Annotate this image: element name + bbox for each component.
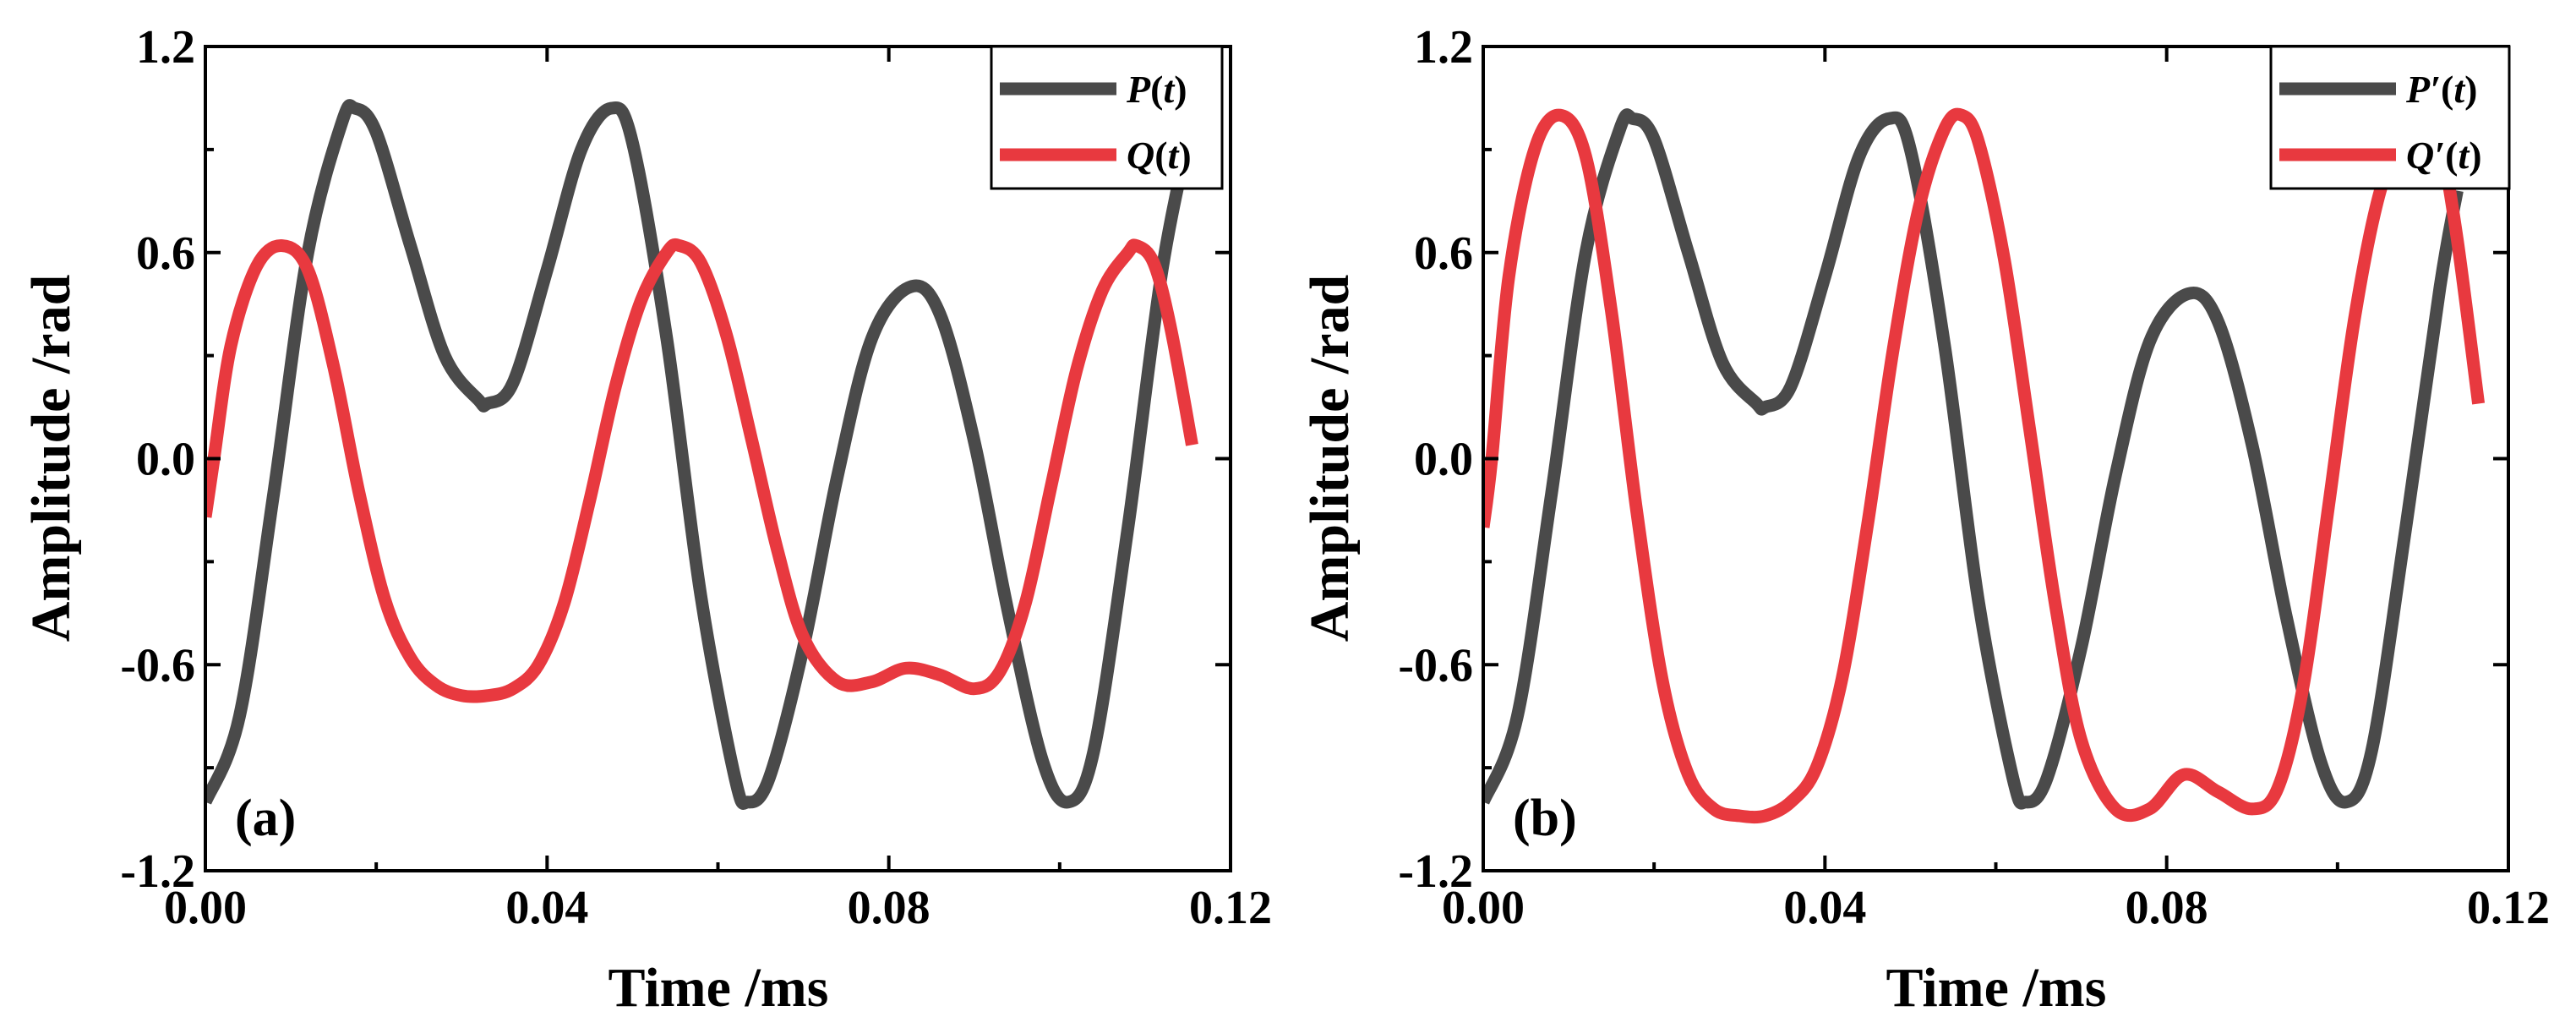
legend: P′(t) Q′(t) [2269, 45, 2511, 190]
legend-box [990, 45, 1224, 190]
x-tick-label: 0.00 [164, 882, 247, 934]
chart-panel-b: 0.00 0.04 0.08 0.12 -1.2 -0.6 0.0 0.6 1.2 Time /m… [1299, 21, 2550, 1019]
x-tick-label: 0.04 [505, 882, 588, 934]
series-line-p [1483, 108, 2464, 810]
y-tick-label: 0.6 [1414, 227, 1473, 280]
y-tick-label: -0.6 [1398, 639, 1473, 692]
y-axis-title: Amplitude /rad [1299, 275, 1361, 642]
x-axis-title: Time /ms [1886, 957, 2107, 1019]
y-tick-label: 0.0 [1414, 434, 1473, 486]
y-tick-label: -1.2 [120, 845, 195, 898]
y-tick-label: 0.0 [136, 434, 195, 486]
x-tick-label: 0.12 [1189, 882, 1272, 934]
legend-label-p: P′(t) [2405, 68, 2477, 111]
chart-panel-a: 0.00 0.04 0.08 0.12 -1.2 -0.6 0.0 0.6 1.2 Time /m… [20, 21, 1272, 1019]
panel-label: (a) [235, 790, 296, 847]
series-line-q [1483, 107, 2486, 824]
x-tick-label: 0.00 [1442, 882, 1525, 934]
x-tick-label: 0.08 [848, 882, 931, 934]
legend-label-q: Q′(t) [2406, 134, 2482, 177]
x-tick-label: 0.08 [2126, 882, 2208, 934]
legend: P(t) Q(t) [990, 45, 1224, 190]
x-tick-label: 0.04 [1783, 882, 1866, 934]
legend-label-p: P(t) [1126, 68, 1187, 111]
x-tick-label: 0.12 [2467, 882, 2550, 934]
y-axis-title: Amplitude /rad [20, 275, 82, 642]
y-tick-label: 1.2 [136, 21, 195, 74]
series-line-p [205, 99, 1198, 810]
legend-box [2269, 45, 2511, 190]
series-line-q [205, 238, 1198, 703]
x-axis-title: Time /ms [609, 957, 829, 1019]
y-tick-label: -1.2 [1398, 845, 1473, 898]
y-tick-label: 0.6 [136, 227, 195, 280]
y-tick-label: -0.6 [120, 639, 195, 692]
panel-label: (b) [1513, 790, 1577, 847]
y-tick-label: 1.2 [1414, 21, 1473, 74]
legend-label-q: Q(t) [1127, 134, 1192, 177]
